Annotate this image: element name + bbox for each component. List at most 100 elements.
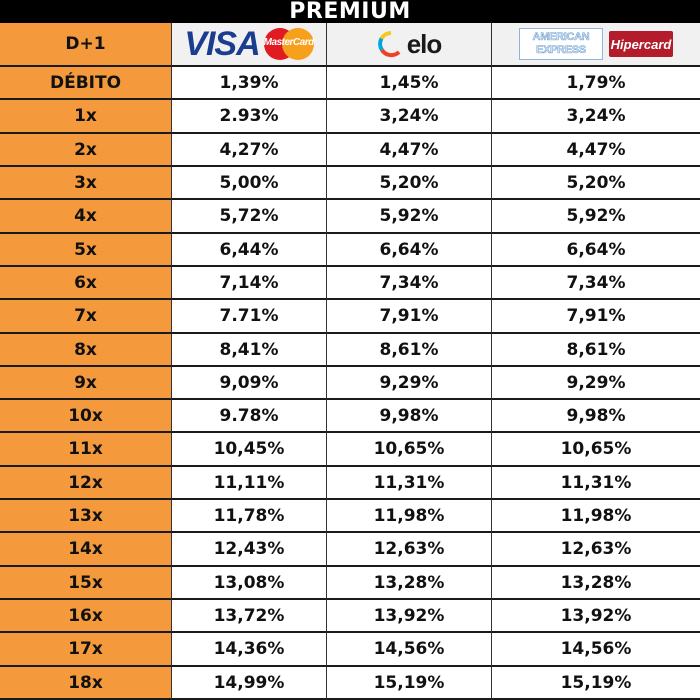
table-row: 18x 14,99% 15,19% 15,19% (0, 667, 700, 700)
row-label: 18x (0, 667, 171, 700)
amex-hipercard-rate: 11,98% (491, 500, 700, 533)
amex-hipercard-rate: 7,34% (491, 267, 700, 300)
row-label: 2x (0, 134, 171, 167)
visa-mastercard-rate: 5,72% (171, 200, 326, 234)
visa-mastercard-rate: 7,14% (171, 267, 326, 300)
amex-hipercard-rate: 14,56% (491, 633, 700, 667)
elo-rate: 13,92% (326, 600, 491, 633)
elo-rate: 3,24% (326, 100, 491, 134)
row-label: 6x (0, 267, 171, 300)
row-label: 16x (0, 600, 171, 633)
visa-mastercard-rate: 4,27% (171, 134, 326, 167)
elo-text: elo (406, 28, 443, 59)
table-row: 2x 4,27% 4,47% 4,47% (0, 134, 700, 167)
mastercard-text: MasterCard (263, 37, 315, 48)
hipercard-logo: Hipercard (609, 31, 673, 57)
elo-rate: 5,92% (326, 200, 491, 234)
visa-mastercard-rate: 13,08% (171, 567, 326, 600)
amex-logo: AMERICAN EXPRESS (519, 28, 603, 60)
elo-rate: 9,98% (326, 400, 491, 433)
table-header: D+1 VISA MasterCard elo AMERICAN EXPRESS… (0, 23, 700, 67)
table-row: 16x 13,72% 13,92% 13,92% (0, 600, 700, 633)
table-row: DÉBITO 1,39% 1,45% 1,79% (0, 67, 700, 100)
visa-mastercard-rate: 10,45% (171, 433, 326, 467)
amex-line2: EXPRESS (536, 44, 586, 56)
mastercard-logo: MasterCard (263, 28, 315, 60)
amex-hipercard-rate: 15,19% (491, 667, 700, 700)
row-label: 4x (0, 200, 171, 234)
table-row: 4x 5,72% 5,92% 5,92% (0, 200, 700, 234)
table-row: 12x 11,11% 11,31% 11,31% (0, 467, 700, 500)
amex-hipercard-rate: 10,65% (491, 433, 700, 467)
visa-logo: VISA (184, 24, 260, 63)
elo-rate: 1,45% (326, 67, 491, 100)
elo-rate: 10,65% (326, 433, 491, 467)
visa-mastercard-rate: 2.93% (171, 100, 326, 134)
visa-mastercard-rate: 9,09% (171, 367, 326, 400)
elo-rate: 4,47% (326, 134, 491, 167)
amex-hipercard-rate: 13,28% (491, 567, 700, 600)
elo-rate: 13,28% (326, 567, 491, 600)
page-title: PREMIUM (0, 0, 700, 24)
row-label: 9x (0, 367, 171, 400)
row-label: 14x (0, 533, 171, 567)
table-row: 5x 6,44% 6,64% 6,64% (0, 234, 700, 267)
table-row: 13x 11,78% 11,98% 11,98% (0, 500, 700, 533)
elo-rate: 8,61% (326, 334, 491, 367)
elo-rate: 7,91% (326, 300, 491, 334)
visa-mastercard-rate: 14,99% (171, 667, 326, 700)
amex-hipercard-rate: 1,79% (491, 67, 700, 100)
amex-hipercard-rate: 9,98% (491, 400, 700, 433)
visa-mastercard-rate: 1,39% (171, 67, 326, 100)
amex-hipercard-header: AMERICAN EXPRESS Hipercard (491, 23, 700, 67)
visa-mastercard-rate: 11,78% (171, 500, 326, 533)
row-label: 13x (0, 500, 171, 533)
row-label: 12x (0, 467, 171, 500)
amex-hipercard-rate: 12,63% (491, 533, 700, 567)
row-label: 11x (0, 433, 171, 467)
visa-mastercard-rate: 13,72% (171, 600, 326, 633)
table-row: 1x 2.93% 3,24% 3,24% (0, 100, 700, 134)
visa-mastercard-rate: 14,36% (171, 633, 326, 667)
visa-mastercard-rate: 6,44% (171, 234, 326, 267)
table-row: 6x 7,14% 7,34% 7,34% (0, 267, 700, 300)
row-label: DÉBITO (0, 67, 171, 100)
row-label: 1x (0, 100, 171, 134)
elo-rate: 11,98% (326, 500, 491, 533)
table-row: 8x 8,41% 8,61% 8,61% (0, 334, 700, 367)
row-label: 5x (0, 234, 171, 267)
visa-mastercard-rate: 8,41% (171, 334, 326, 367)
amex-hipercard-rate: 4,47% (491, 134, 700, 167)
elo-header: elo (326, 23, 491, 67)
elo-rate: 11,31% (326, 467, 491, 500)
amex-hipercard-rate: 7,91% (491, 300, 700, 334)
elo-rate: 12,63% (326, 533, 491, 567)
elo-logo: elo (377, 29, 442, 60)
row-label: 8x (0, 334, 171, 367)
table-row: 17x 14,36% 14,56% 14,56% (0, 633, 700, 667)
visa-mastercard-header: VISA MasterCard (171, 23, 326, 67)
table-row: 14x 12,43% 12,63% 12,63% (0, 533, 700, 567)
table-row: 15x 13,08% 13,28% 13,28% (0, 567, 700, 600)
table-row: 3x 5,00% 5,20% 5,20% (0, 167, 700, 200)
header-label: D+1 (0, 23, 171, 67)
row-label: 10x (0, 400, 171, 433)
table-row: 7x 7.71% 7,91% 7,91% (0, 300, 700, 334)
amex-hipercard-rate: 6,64% (491, 234, 700, 267)
elo-rate: 14,56% (326, 633, 491, 667)
table-row: 9x 9,09% 9,29% 9,29% (0, 367, 700, 400)
table-row: 11x 10,45% 10,65% 10,65% (0, 433, 700, 467)
row-label: 7x (0, 300, 171, 334)
elo-rate: 7,34% (326, 267, 491, 300)
amex-hipercard-rate: 3,24% (491, 100, 700, 134)
amex-hipercard-rate: 11,31% (491, 467, 700, 500)
amex-hipercard-rate: 5,92% (491, 200, 700, 234)
elo-rate: 15,19% (326, 667, 491, 700)
row-label: 15x (0, 567, 171, 600)
visa-mastercard-rate: 11,11% (171, 467, 326, 500)
elo-ring-icon (377, 31, 401, 58)
elo-rate: 9,29% (326, 367, 491, 400)
amex-hipercard-rate: 9,29% (491, 367, 700, 400)
table-row: 10x 9.78% 9,98% 9,98% (0, 400, 700, 433)
row-label: 17x (0, 633, 171, 667)
